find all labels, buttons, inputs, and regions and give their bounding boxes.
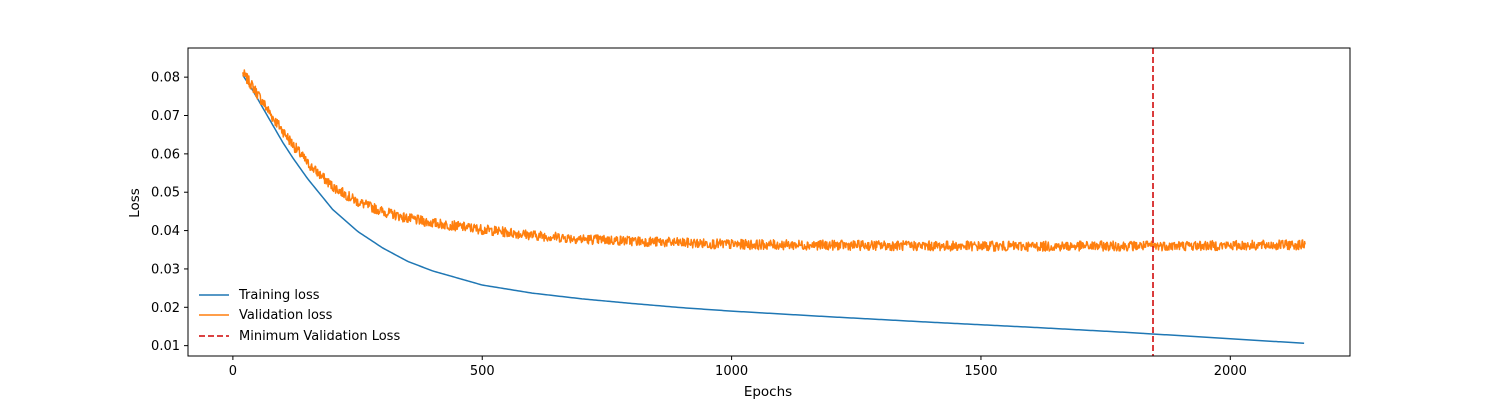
x-tick-label: 0: [229, 364, 237, 379]
y-tick-label: 0.08: [151, 71, 180, 86]
legend-label-min-val: Minimum Validation Loss: [239, 329, 400, 344]
plot-area: [188, 48, 1350, 356]
y-axis-title: Loss: [127, 188, 143, 218]
x-tick-label: 1500: [964, 364, 997, 379]
y-tick-label: 0.05: [151, 186, 180, 201]
x-tick-label: 500: [470, 364, 495, 379]
y-tick-label: 0.02: [151, 301, 180, 316]
y-tick-label: 0.03: [151, 262, 180, 277]
legend-label-validation: Validation loss: [239, 308, 333, 323]
y-tick-label: 0.01: [151, 339, 180, 354]
legend: Training loss Validation loss Minimum Va…: [199, 288, 400, 344]
series-line-validation-loss: [242, 69, 1306, 252]
x-tick-label: 2000: [1214, 364, 1247, 379]
legend-label-training: Training loss: [238, 288, 320, 303]
y-tick-label: 0.04: [151, 224, 180, 239]
x-tick-label: 1000: [715, 364, 748, 379]
plot-frame: [187, 47, 1351, 357]
series-line-training-loss: [242, 74, 1305, 345]
y-tick-label: 0.07: [151, 109, 180, 124]
series-layer: [242, 48, 1306, 356]
x-axis-title: Epochs: [744, 384, 792, 400]
ticks-layer: 0 500 1000 1500 2000 0.01 0.02 0.03 0.04 0.05 0.06…: [151, 71, 1247, 379]
y-tick-label: 0.06: [151, 147, 180, 162]
